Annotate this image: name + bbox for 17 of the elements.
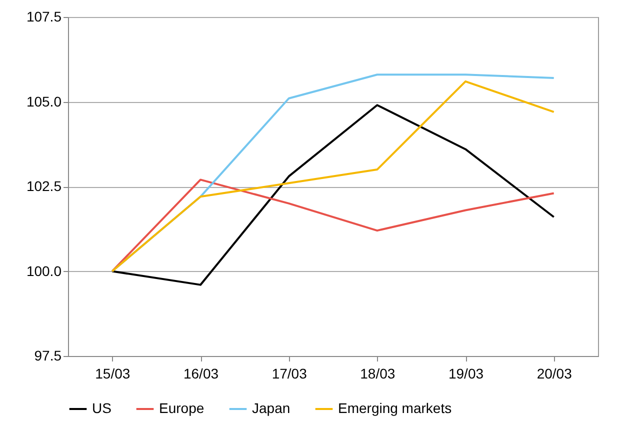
- y-tick-label: 107.5: [26, 8, 62, 24]
- line-series: [111, 178, 555, 272]
- y-tick-label: 97.5: [34, 348, 62, 364]
- y-tick-label: 100.0: [26, 262, 62, 279]
- legend-label: Europe: [159, 400, 204, 416]
- line-series: [111, 104, 555, 286]
- x-tick-label: 16/03: [183, 366, 219, 382]
- legend-label: US: [92, 400, 112, 416]
- legend-label: Japan: [252, 400, 290, 416]
- legend-label: Emerging markets: [338, 400, 452, 416]
- y-tick-label: 102.5: [26, 178, 62, 194]
- x-tick-label: 17/03: [272, 366, 308, 382]
- x-tick-label: 18/03: [360, 366, 396, 382]
- x-tick-label: 19/03: [448, 366, 484, 382]
- y-tick-label: 105.0: [26, 93, 62, 110]
- x-tick-label: 15/03: [95, 366, 130, 382]
- x-tick-label: 20/03: [536, 366, 572, 382]
